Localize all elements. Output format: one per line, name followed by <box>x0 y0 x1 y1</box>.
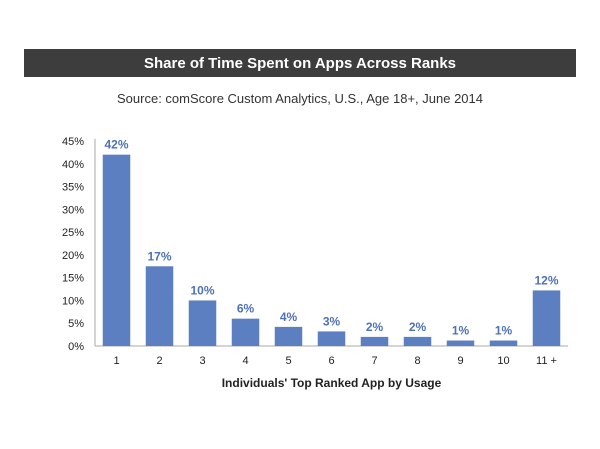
y-tick-label: 15% <box>62 273 84 285</box>
bar <box>489 340 518 346</box>
data-label: 4% <box>280 310 298 324</box>
chart-subtitle: Source: comScore Custom Analytics, U.S.,… <box>117 91 483 106</box>
y-tick-label: 35% <box>62 182 84 194</box>
data-label: 12% <box>534 273 558 287</box>
bar <box>317 331 346 346</box>
bar <box>231 318 260 346</box>
bar <box>188 300 217 346</box>
y-tick-label: 0% <box>68 341 84 353</box>
x-axis-title: Individuals' Top Ranked App by Usage <box>222 376 442 390</box>
y-tick-label: 45% <box>62 136 84 148</box>
data-label: 2% <box>409 320 427 334</box>
data-label: 3% <box>323 314 341 328</box>
y-tick-label: 25% <box>62 227 84 239</box>
x-tick-label: 4 <box>242 355 248 367</box>
bar <box>274 326 303 346</box>
x-tick-label: 6 <box>328 355 334 367</box>
bar <box>403 336 432 346</box>
chart-title: Share of Time Spent on Apps Across Ranks <box>24 49 576 77</box>
x-tick-label: 7 <box>371 355 377 367</box>
data-label: 1% <box>452 324 470 338</box>
data-label: 10% <box>190 283 214 297</box>
bar <box>145 266 174 346</box>
x-tick-label: 8 <box>414 355 420 367</box>
x-tick-label: 2 <box>156 355 162 367</box>
bar <box>102 154 131 346</box>
bar <box>532 290 561 346</box>
x-tick-label: 9 <box>457 355 463 367</box>
y-tick-label: 40% <box>62 159 84 171</box>
bar <box>360 336 389 346</box>
x-tick-label: 3 <box>199 355 205 367</box>
x-tick-label: 5 <box>285 355 291 367</box>
x-tick-label: 11 + <box>536 355 557 367</box>
y-tick-label: 20% <box>62 250 84 262</box>
y-tick-label: 10% <box>62 295 84 307</box>
x-tick-label: 1 <box>113 355 119 367</box>
y-tick-label: 30% <box>62 204 84 216</box>
data-label: 6% <box>237 302 255 316</box>
data-label: 42% <box>104 138 128 152</box>
data-label: 1% <box>495 324 513 338</box>
y-tick-label: 5% <box>68 318 84 330</box>
data-label: 2% <box>366 320 384 334</box>
bar <box>446 340 475 346</box>
data-label: 17% <box>147 249 171 263</box>
x-tick-label: 10 <box>497 355 509 367</box>
